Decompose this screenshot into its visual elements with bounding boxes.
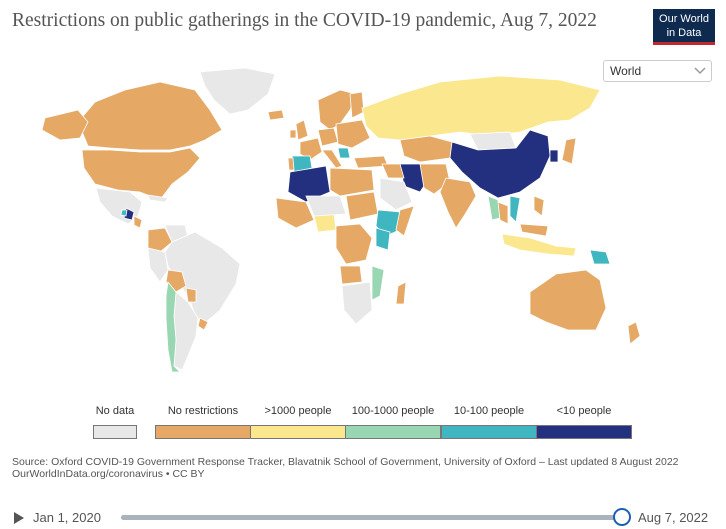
- country-myanmar[interactable]: [487, 195, 501, 221]
- country-iraq-syria[interactable]: [381, 163, 405, 179]
- country-italy[interactable]: [321, 149, 343, 169]
- legend-swatch-over-1000[interactable]: [250, 425, 346, 439]
- country-usa[interactable]: [81, 147, 201, 201]
- map-legend: No data No restrictions >1000 people 100…: [0, 405, 726, 439]
- country-kazakhstan[interactable]: [399, 135, 453, 163]
- chart-title: Restrictions on public gatherings in the…: [12, 10, 597, 31]
- source-note: Source: Oxford COVID-19 Government Respo…: [12, 456, 712, 480]
- country-sudan[interactable]: [345, 191, 379, 221]
- country-angola[interactable]: [339, 265, 363, 285]
- country-indonesia[interactable]: [501, 233, 577, 257]
- country-southern-africa[interactable]: [341, 281, 373, 325]
- region-select[interactable]: World: [603, 60, 712, 82]
- owid-logo[interactable]: Our World in Data: [653, 9, 715, 45]
- logo-line-2: in Data: [666, 27, 702, 39]
- country-nigeria[interactable]: [313, 213, 337, 233]
- country-mozambique[interactable]: [371, 265, 385, 301]
- country-colombia[interactable]: [147, 227, 173, 253]
- country-madagascar[interactable]: [395, 281, 407, 305]
- legend-swatch-10-100[interactable]: [441, 425, 537, 439]
- country-canada[interactable]: [77, 81, 223, 151]
- country-korea[interactable]: [549, 149, 559, 163]
- legend-label-over-1000: >1000 people: [264, 405, 332, 417]
- country-ireland[interactable]: [289, 129, 297, 139]
- country-kenya[interactable]: [375, 227, 391, 251]
- legend-swatch-under-10[interactable]: [536, 425, 632, 439]
- source-url[interactable]: OurWorldInData.org/coronavirus • CC BY: [12, 468, 205, 480]
- country-china[interactable]: [449, 129, 551, 199]
- country-honduras-region[interactable]: [133, 215, 143, 229]
- country-east-europe[interactable]: [335, 119, 371, 149]
- country-peru[interactable]: [147, 247, 169, 283]
- legend-label-no-restrictions: No restrictions: [167, 405, 239, 417]
- country-chile[interactable]: [165, 281, 181, 373]
- country-malaysia[interactable]: [519, 223, 549, 237]
- source-text[interactable]: Source: Oxford COVID-19 Government Respo…: [12, 456, 679, 468]
- country-iceland[interactable]: [267, 109, 285, 121]
- country-sahel[interactable]: [305, 195, 347, 217]
- country-new-zealand[interactable]: [627, 321, 641, 345]
- legend-swatch-no-data[interactable]: [93, 425, 137, 439]
- country-mongolia[interactable]: [469, 131, 517, 151]
- timeline-handle[interactable]: [613, 508, 631, 526]
- country-central-africa[interactable]: [335, 223, 373, 265]
- country-usa-alaska[interactable]: [41, 109, 89, 141]
- country-saudi-arabia[interactable]: [379, 177, 413, 211]
- legend-label-no-data: No data: [95, 405, 135, 417]
- country-russia[interactable]: [361, 75, 601, 141]
- country-somalia[interactable]: [395, 205, 415, 237]
- country-france[interactable]: [299, 137, 323, 161]
- country-japan[interactable]: [561, 137, 577, 165]
- logo-line-1: Our World: [659, 13, 709, 25]
- country-greenland[interactable]: [199, 67, 276, 115]
- legend-label-100-1000: 100-1000 people: [351, 405, 435, 417]
- world-map[interactable]: [0, 60, 726, 390]
- region-select-value: World: [610, 64, 642, 78]
- legend-swatch-100-1000[interactable]: [345, 425, 441, 439]
- country-portugal[interactable]: [287, 157, 295, 171]
- timeline-track-fill: [121, 515, 623, 520]
- country-papua-new-guinea[interactable]: [589, 249, 611, 265]
- country-guatemala-region[interactable]: [120, 209, 128, 217]
- legend-label-10-100: 10-100 people: [453, 405, 525, 417]
- country-philippines[interactable]: [533, 195, 545, 217]
- timeline: Jan 1, 2020 Aug 7, 2022: [0, 505, 726, 529]
- timeline-track[interactable]: [121, 515, 623, 520]
- timeline-start-date[interactable]: Jan 1, 2020: [33, 510, 101, 525]
- country-finland[interactable]: [349, 91, 365, 119]
- legend-label-under-10: <10 people: [556, 405, 612, 417]
- country-uk[interactable]: [295, 119, 309, 141]
- country-australia[interactable]: [529, 269, 607, 331]
- timeline-end-date[interactable]: Aug 7, 2022: [638, 510, 709, 525]
- country-balkans[interactable]: [337, 147, 351, 159]
- country-thailand[interactable]: [497, 201, 509, 225]
- play-icon[interactable]: [13, 512, 25, 524]
- country-norway-sweden[interactable]: [317, 89, 357, 131]
- country-paraguay[interactable]: [185, 287, 197, 303]
- country-uruguay[interactable]: [197, 317, 209, 331]
- country-germany[interactable]: [317, 127, 339, 147]
- country-west-africa[interactable]: [275, 197, 315, 229]
- chevron-down-icon: [694, 67, 706, 75]
- country-caribbean[interactable]: [147, 194, 169, 203]
- country-vietnam[interactable]: [509, 195, 521, 223]
- country-libya-egypt[interactable]: [329, 167, 375, 197]
- legend-swatch-no-restrictions[interactable]: [155, 425, 251, 439]
- country-india[interactable]: [439, 177, 477, 229]
